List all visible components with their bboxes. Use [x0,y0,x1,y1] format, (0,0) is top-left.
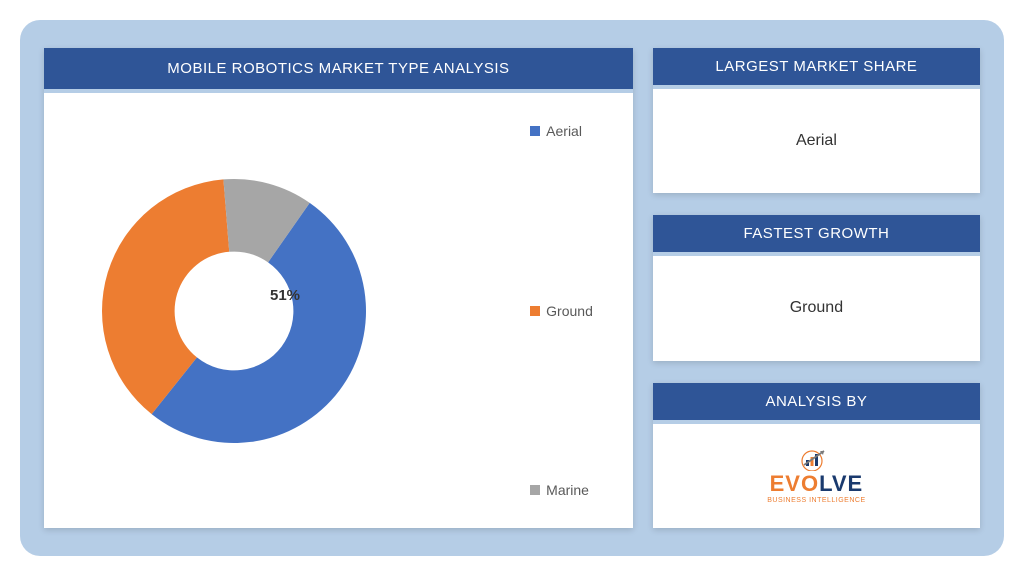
largest-share-card: LARGEST MARKET SHARE Aerial [653,48,980,193]
legend-label: Ground [546,303,593,319]
legend-swatch [530,485,540,495]
legend-item-ground: Ground [530,303,593,319]
largest-share-value: Aerial [653,89,980,193]
largest-share-title: LARGEST MARKET SHARE [653,48,980,89]
analysis-by-logo: EVOLVE BUSINESS INTELLIGENCE [653,424,980,528]
legend-swatch [530,306,540,316]
chart-title: MOBILE ROBOTICS MARKET TYPE ANALYSIS [44,48,633,93]
chart-area: 51% Aerial Ground Marine [44,93,633,528]
legend-label: Marine [546,482,589,498]
chart-legend: Aerial Ground Marine [530,123,593,498]
donut-chart: 51% [84,161,384,461]
evolve-logo-icon [798,447,834,471]
slice-pct-label: 51% [270,287,300,304]
legend-label: Aerial [546,123,582,139]
legend-item-aerial: Aerial [530,123,593,139]
infographic-frame: MOBILE ROBOTICS MARKET TYPE ANALYSIS 51%… [20,20,1004,556]
legend-swatch [530,126,540,136]
chart-panel: MOBILE ROBOTICS MARKET TYPE ANALYSIS 51%… [44,48,633,528]
analysis-by-card: ANALYSIS BY EVOLVE BUSINESS INTELLIGENCE [653,383,980,528]
fastest-growth-value: Ground [653,256,980,360]
fastest-growth-title: FASTEST GROWTH [653,215,980,256]
legend-item-marine: Marine [530,482,593,498]
side-cards: LARGEST MARKET SHARE Aerial FASTEST GROW… [653,48,980,528]
logo-subtext: BUSINESS INTELLIGENCE [767,497,865,504]
analysis-by-title: ANALYSIS BY [653,383,980,424]
logo-text: EVOLVE [770,473,864,495]
fastest-growth-card: FASTEST GROWTH Ground [653,215,980,360]
